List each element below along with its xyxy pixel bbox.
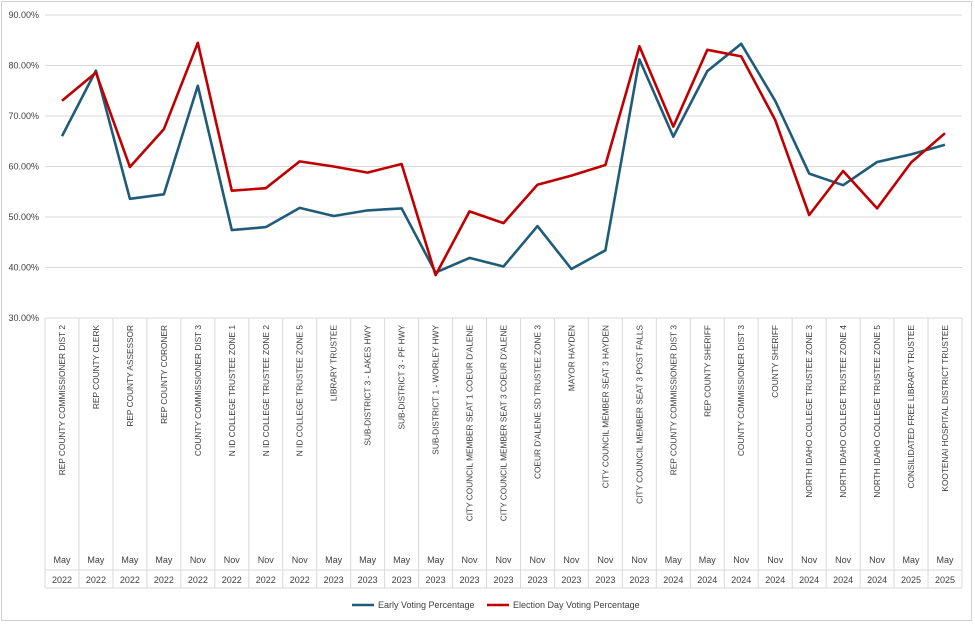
x-month-label: May — [665, 555, 683, 565]
x-month-label: Nov — [258, 555, 275, 565]
x-category-label: COUNTY COMMISSIONER DIST 3 — [736, 325, 746, 456]
y-tick-label: 90.00% — [8, 10, 39, 20]
x-month-label: Nov — [292, 555, 309, 565]
x-year-label: 2024 — [867, 575, 887, 585]
x-category-label: NORTH IDAHO COLLEGE TRUSTEE ZONE 3 — [804, 325, 814, 498]
x-year-label: 2023 — [595, 575, 615, 585]
x-month-label: Nov — [190, 555, 207, 565]
x-month-label: Nov — [563, 555, 580, 565]
x-year-label: 2024 — [765, 575, 785, 585]
y-tick-label: 60.00% — [8, 162, 39, 172]
x-month-label: May — [121, 555, 139, 565]
x-year-label: 2024 — [833, 575, 853, 585]
x-category-label: REP COUNTY CORONER — [159, 325, 169, 424]
x-month-label: Nov — [462, 555, 479, 565]
x-year-label: 2023 — [561, 575, 581, 585]
x-year-label: 2023 — [527, 575, 547, 585]
x-category-label: COUNTY SHERIFF — [770, 325, 780, 398]
x-category-label: REP COUNTY COMMISSIONER DIST 2 — [57, 325, 67, 476]
x-category-label: CITY COUNCIL MEMBER SEAT 3 POST FALLS — [634, 325, 644, 504]
y-axis: 30.00% 40.00% 50.00% 60.00% 70.00% 80.00% 90.0… — [8, 10, 39, 323]
legend: Early Voting Percentage Election Day Voti… — [352, 600, 640, 610]
y-tick-label: 30.00% — [8, 313, 39, 323]
x-month-label: May — [699, 555, 717, 565]
x-year-label: 2023 — [324, 575, 344, 585]
x-category-label: COUNTY COMMISSIONER DIST 3 — [193, 325, 203, 456]
legend-label: Early Voting Percentage — [378, 600, 475, 610]
x-year-label: 2022 — [290, 575, 310, 585]
x-year-label: 2022 — [52, 575, 72, 585]
series-line-election-day — [61, 41, 946, 277]
x-month-label: Nov — [767, 555, 784, 565]
x-year-label: 2025 — [935, 575, 955, 585]
x-year-label: 2023 — [629, 575, 649, 585]
x-month-label: Nov — [733, 555, 750, 565]
x-year-label: 2023 — [426, 575, 446, 585]
y-tick-label: 50.00% — [8, 212, 39, 222]
x-year-label: 2022 — [120, 575, 140, 585]
x-month-label: May — [937, 555, 955, 565]
x-category-label: COEUR D'ALENE SD TRUSTEE ZONE 3 — [532, 325, 542, 479]
x-category-label: N ID COLLEGE TRUSTEE ZONE 2 — [261, 325, 271, 457]
x-month-label: Nov — [835, 555, 852, 565]
x-year-label: 2024 — [663, 575, 683, 585]
x-month-label: Nov — [495, 555, 512, 565]
x-year-label: 2022 — [222, 575, 242, 585]
x-year-label: 2023 — [493, 575, 513, 585]
x-category-label: NORTH IDAHO COLLEGE TRUSTEE ZONE 5 — [872, 325, 882, 498]
x-category-label: KOOTENAI HOSPITAL DISTRICT TRUSTEE — [940, 325, 950, 492]
x-category-label: CITY COUNCIL MEMBER SEAT 1 COEUR D'ALENE — [465, 325, 475, 522]
x-year-label: 2024 — [697, 575, 717, 585]
x-category-label: CITY COUNCIL MEMBER SEAT 3 HAYDEN — [600, 325, 610, 488]
x-category-label: SUB-DISTRICT 3 - LAKES HWY — [363, 325, 373, 446]
x-category-label: REP COUNTY ASSESSOR — [125, 325, 135, 427]
x-month-label: Nov — [631, 555, 648, 565]
x-category-label: REP COUNTY COMMISSIONER DIST 3 — [668, 325, 678, 476]
series-layer — [60, 41, 946, 277]
x-month-label: Nov — [801, 555, 818, 565]
x-year-label: 2025 — [901, 575, 921, 585]
x-month-label: Nov — [597, 555, 614, 565]
x-category-label: SUB-DISTRICT 3 - PF HWY — [397, 325, 407, 430]
x-category-label: CONSILIDATED FREE LIBRARY TRUSTEE — [906, 325, 916, 489]
x-category-label: N ID COLLEGE TRUSTEE ZONE 1 — [227, 325, 237, 457]
x-month-label: Nov — [224, 555, 241, 565]
x-month-label: May — [393, 555, 411, 565]
gridlines — [45, 14, 962, 319]
x-year-label: 2022 — [188, 575, 208, 585]
x-month-label: May — [427, 555, 445, 565]
series-line-early-voting — [60, 42, 946, 274]
x-month-label: Nov — [869, 555, 886, 565]
x-year-label: 2023 — [460, 575, 480, 585]
x-category-label: LIBRARY TRUSTEE — [329, 325, 339, 402]
x-year-label: 2022 — [256, 575, 276, 585]
x-year-label: 2023 — [392, 575, 412, 585]
x-category-label: NORTH IDAHO COLLEGE TRUSTEE ZONE 4 — [838, 325, 848, 498]
x-month-label: May — [903, 555, 921, 565]
x-category-label: REP COUNTY SHERIFF — [702, 325, 712, 417]
x-axis: REP COUNTY COMMISSIONER DIST 2 May 2022 REP… — [44, 318, 963, 589]
legend-label: Election Day Voting Percentage — [513, 600, 640, 610]
x-category-label: MAYOR HAYDEN — [566, 325, 576, 391]
x-month-label: May — [53, 555, 71, 565]
x-category-label: SUB-DISTRICT 1 - WORLEY HWY — [431, 325, 441, 455]
x-year-label: 2022 — [86, 575, 106, 585]
x-category-label: REP COUNTY CLERK — [91, 325, 101, 410]
x-month-label: Nov — [529, 555, 546, 565]
x-year-label: 2023 — [358, 575, 378, 585]
x-year-label: 2024 — [799, 575, 819, 585]
y-tick-label: 80.00% — [8, 61, 39, 71]
x-month-label: May — [155, 555, 173, 565]
x-year-label: 2024 — [731, 575, 751, 585]
x-year-label: 2022 — [154, 575, 174, 585]
y-tick-label: 70.00% — [8, 111, 39, 121]
x-category-label: CITY COUNCIL MEMBER SEAT 3 COEUR D'ALENE — [499, 325, 509, 522]
x-month-label: May — [325, 555, 343, 565]
x-month-label: May — [359, 555, 377, 565]
y-tick-label: 40.00% — [8, 263, 39, 273]
x-month-label: May — [87, 555, 105, 565]
x-category-label: N ID COLLEGE TRUSTEE ZONE 5 — [295, 325, 305, 457]
